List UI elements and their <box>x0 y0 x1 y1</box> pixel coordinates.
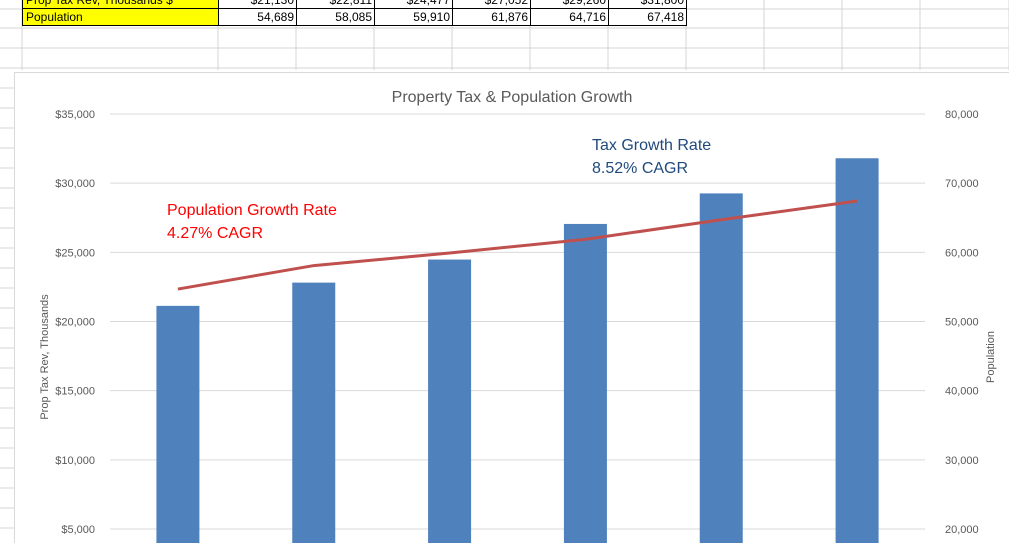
bar <box>292 282 336 543</box>
annotation-text: Population Growth Rate <box>167 202 337 219</box>
annotation-text: 8.52% CAGR <box>592 160 688 177</box>
chart: $5,000 $10,000 $15,000 $20,000 $25,000 $30,00… <box>39 89 997 543</box>
table-cell[interactable]: $21,130 <box>218 0 297 9</box>
table-cell[interactable]: 67,418 <box>608 8 687 26</box>
y-tick-label: $35,000 <box>55 109 95 121</box>
row-label[interactable]: Prop Tax Rev, Thousands $ <box>22 0 219 9</box>
table-cell[interactable]: $24,477 <box>374 0 453 9</box>
bar <box>428 259 472 543</box>
table-cell[interactable]: $31,800 <box>608 0 687 9</box>
annotation-text: Tax Growth Rate <box>592 137 711 154</box>
chart-area[interactable]: $5,000 $10,000 $15,000 $20,000 $25,000 $30,00… <box>14 72 1009 543</box>
row-label[interactable]: Population <box>22 8 219 26</box>
bar <box>156 305 200 543</box>
y-tick-label: $30,000 <box>55 178 95 190</box>
table-cell[interactable]: $27,052 <box>452 0 531 9</box>
y2-tick-label: 40,000 <box>945 386 979 398</box>
y2-axis-label: Population <box>985 331 997 383</box>
y2-tick-label: 60,000 <box>945 247 979 259</box>
table-row: Prop Tax Rev, Thousands $ $21,130 $22,81… <box>22 0 687 9</box>
table-cell[interactable]: 58,085 <box>296 8 375 26</box>
y2-tick-label: 50,000 <box>945 317 979 329</box>
y2-tick-label: 70,000 <box>945 178 979 190</box>
table-cell[interactable]: $29,260 <box>530 0 609 9</box>
y-tick-label: $10,000 <box>55 455 95 467</box>
y-tick-label: $5,000 <box>61 524 95 536</box>
chart-title: Property Tax & Population Growth <box>392 89 633 106</box>
y2-tick-label: 30,000 <box>945 455 979 467</box>
y-axis-label: Prop Tax Rev, Thousands <box>39 294 51 420</box>
line-series <box>177 199 858 291</box>
bar <box>699 193 743 543</box>
table-row: Population 54,689 58,085 59,910 61,876 6… <box>22 8 687 26</box>
table-cell[interactable]: 61,876 <box>452 8 531 26</box>
table-cell[interactable]: $22,811 <box>296 0 375 9</box>
annotation-text: 4.27% CAGR <box>167 225 263 242</box>
y-tick-label: $15,000 <box>55 386 95 398</box>
table-cell[interactable]: 59,910 <box>374 8 453 26</box>
bar <box>835 158 879 543</box>
table-cell[interactable]: 54,689 <box>218 8 297 26</box>
table-cell[interactable]: 64,716 <box>530 8 609 26</box>
y2-tick-label: 20,000 <box>945 524 979 536</box>
y2-tick-label: 80,000 <box>945 109 979 121</box>
bar <box>563 223 607 543</box>
y-tick-label: $25,000 <box>55 247 95 259</box>
y-tick-label: $20,000 <box>55 317 95 329</box>
data-table: Prop Tax Rev, Thousands $ $21,130 $22,81… <box>22 0 687 26</box>
